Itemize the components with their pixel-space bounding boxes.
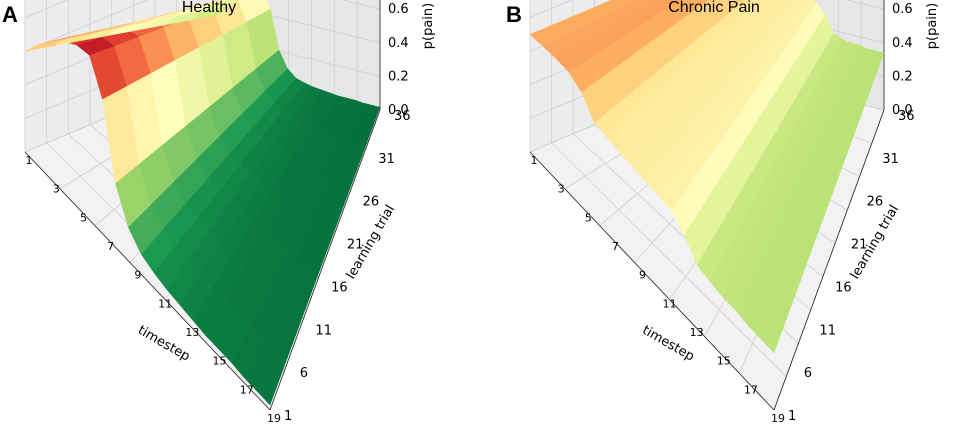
x-tick-label: 19 bbox=[771, 412, 785, 425]
y-tick-label: 26 bbox=[867, 195, 884, 210]
x-tick-label: 5 bbox=[80, 211, 87, 224]
y-axis-line bbox=[773, 109, 885, 411]
x-tick-label: 15 bbox=[717, 355, 731, 368]
surface bbox=[24, 0, 381, 406]
x-tick-label: 19 bbox=[267, 412, 281, 425]
x-tick-label: 17 bbox=[744, 383, 758, 396]
panel-letter: B bbox=[506, 2, 522, 27]
surface-patch bbox=[24, 38, 66, 52]
x-tick-label: 9 bbox=[639, 269, 646, 282]
z-tick-label: 0.4 bbox=[388, 36, 409, 51]
x-tick-label: 9 bbox=[134, 269, 141, 282]
y-axis-line bbox=[269, 109, 381, 411]
y-tick-label: 21 bbox=[347, 238, 364, 253]
surface bbox=[529, 0, 885, 354]
surface-patch bbox=[739, 0, 746, 4]
x-axis-label: timestep bbox=[135, 323, 192, 365]
x-tick-label: 3 bbox=[53, 183, 60, 196]
y-tick-label: 16 bbox=[835, 280, 852, 295]
y-tick-label: 6 bbox=[804, 366, 812, 381]
x-axis-label: timestep bbox=[640, 323, 697, 365]
z-tick-label: 0.6 bbox=[892, 2, 913, 17]
grid-line-x bbox=[551, 142, 787, 377]
x-tick-label: 15 bbox=[213, 355, 227, 368]
z-axis-label: p(pain) bbox=[421, 3, 436, 49]
x-tick-label: 17 bbox=[240, 383, 254, 396]
x-tick-label: 13 bbox=[185, 326, 199, 339]
x-tick-label: 5 bbox=[585, 211, 592, 224]
z-tick-label: 0.0 bbox=[388, 103, 409, 118]
x-tick-label: 1 bbox=[26, 154, 33, 167]
x-axis-line bbox=[529, 151, 775, 411]
x-tick-label: 1 bbox=[531, 154, 538, 167]
y-tick-label: 11 bbox=[315, 323, 332, 338]
z-tick-label: 0.0 bbox=[892, 103, 913, 118]
y-tick-label: 11 bbox=[819, 323, 836, 338]
y-tick-label: 6 bbox=[300, 366, 308, 381]
x-tick-label: 11 bbox=[158, 297, 172, 310]
grid-line-z bbox=[24, 0, 381, 52]
y-tick-label: 21 bbox=[851, 238, 868, 253]
panel-letter: A bbox=[2, 2, 18, 27]
x-tick-label: 13 bbox=[690, 326, 704, 339]
z-tick-label: 0.2 bbox=[892, 69, 913, 84]
x-tick-label: 7 bbox=[107, 240, 114, 253]
y-tick-label: 1 bbox=[284, 409, 292, 424]
x-tick-label: 7 bbox=[612, 240, 619, 253]
x-tick-label: 3 bbox=[558, 183, 565, 196]
surface-patch bbox=[529, 22, 571, 47]
y-tick-label: 16 bbox=[331, 280, 348, 295]
z-axis-label: p(pain) bbox=[925, 3, 940, 49]
chart-title: Healthy bbox=[182, 0, 236, 16]
y-tick-label: 36 bbox=[898, 109, 915, 124]
chart-title: Chronic Pain bbox=[668, 0, 760, 16]
y-tick-label: 26 bbox=[363, 195, 380, 210]
y-tick-label: 36 bbox=[394, 109, 411, 124]
z-tick-label: 0.4 bbox=[892, 36, 913, 51]
z-tick-label: 0.2 bbox=[388, 69, 409, 84]
y-tick-label: 1 bbox=[788, 409, 796, 424]
z-tick-label: 0.6 bbox=[388, 2, 409, 17]
x-tick-label: 11 bbox=[663, 297, 677, 310]
x-axis-line bbox=[24, 151, 271, 411]
y-tick-label: 31 bbox=[882, 152, 899, 167]
y-tick-label: 31 bbox=[378, 152, 395, 167]
